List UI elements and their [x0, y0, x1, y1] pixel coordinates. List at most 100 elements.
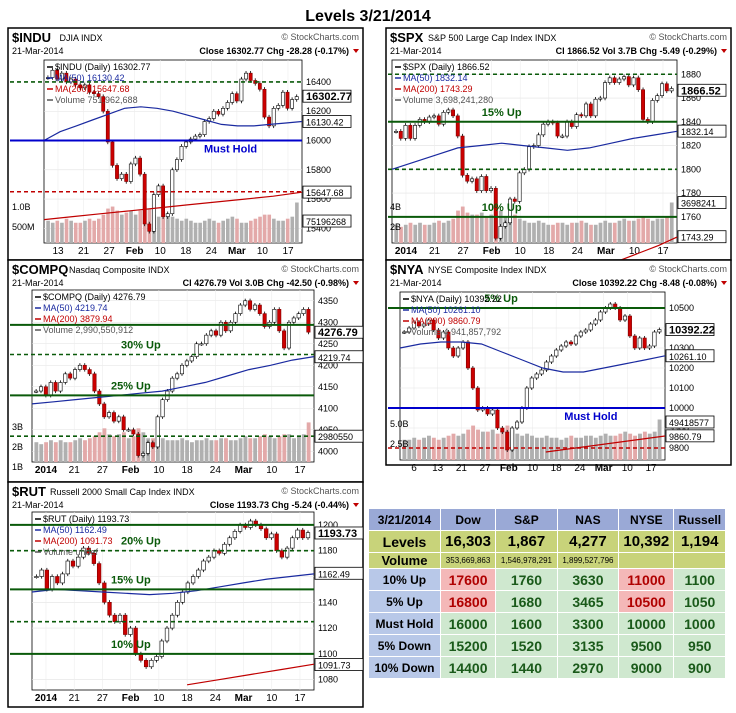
candle-body — [560, 135, 565, 138]
chart-ticker: $COMPQ — [12, 262, 68, 277]
level-cell: 1600 — [495, 612, 558, 635]
candle-body — [116, 416, 121, 422]
legend-entry: Volume undef — [43, 547, 99, 557]
legend-entry: MA(200) 15647.68 — [55, 84, 130, 94]
candle-body — [512, 198, 517, 202]
candle-body — [151, 194, 156, 232]
volume-bar — [50, 222, 55, 243]
value-tag-text: 9860.79 — [669, 432, 702, 442]
candle-body — [588, 323, 593, 331]
level-cell: 16800 — [439, 590, 497, 613]
candle-body — [65, 560, 70, 575]
volume-bar — [399, 226, 403, 243]
volume-bar — [296, 436, 301, 462]
candle-body — [622, 76, 626, 80]
x-tick-label: 24 — [206, 246, 218, 257]
volume-bar — [126, 438, 131, 462]
volume-bar — [431, 437, 436, 460]
col-nas: NAS — [556, 508, 620, 531]
volume-bar — [78, 438, 83, 462]
volume-bar — [608, 222, 612, 243]
volume-bar — [513, 214, 517, 243]
volume-bar — [432, 222, 437, 243]
candle-body — [175, 373, 180, 379]
level-label: 10% Up — [482, 202, 522, 214]
volume-bar — [253, 218, 258, 243]
volume-bar — [87, 218, 92, 243]
chart-name: DJIA INDX — [60, 33, 103, 43]
candle-body — [655, 95, 660, 101]
chart-date: 21-Mar-2014 — [390, 46, 442, 56]
candle-body — [484, 176, 489, 192]
volume-value: 1,546,978,291 — [495, 552, 558, 569]
candle-body — [544, 361, 549, 371]
candle-body — [306, 309, 311, 333]
level-label: 30% Up — [121, 340, 161, 352]
legend-entry: Volume 2,990,550,912 — [43, 325, 133, 335]
candle-body — [126, 429, 131, 432]
volume-bar — [456, 210, 460, 243]
candle-body — [536, 134, 541, 146]
level-cell: 3300 — [556, 612, 620, 635]
candle-body — [579, 114, 584, 117]
candle-body — [149, 660, 154, 668]
volume-value: 1,899,527,796 — [556, 552, 620, 569]
legend-entry: $NYA (Daily) 10392.22 — [411, 294, 502, 304]
y-tick-label: 16000 — [306, 136, 331, 146]
value-tag — [665, 323, 715, 336]
value-tag-text: 75196268 — [306, 217, 346, 227]
candle-body — [96, 563, 102, 584]
candle-body — [138, 157, 142, 175]
candle-body — [436, 329, 441, 339]
volume-bar — [83, 440, 87, 462]
x-tick-label: 10 — [257, 246, 269, 257]
volume-bar — [436, 439, 441, 460]
volume-tick-label: 1B — [12, 462, 23, 472]
candle-body — [142, 173, 147, 225]
volume-bar — [408, 222, 413, 243]
volume-bar — [58, 440, 63, 462]
level-cell: 900 — [673, 656, 726, 679]
volume-bar — [466, 429, 471, 460]
y-tick-label: 4000 — [318, 446, 338, 456]
candle-body — [660, 83, 664, 96]
candle-body — [555, 122, 560, 137]
volume-bar — [475, 214, 479, 243]
x-tick-label: 17 — [294, 693, 306, 704]
volume-bar — [92, 220, 96, 243]
candle-body — [239, 78, 244, 102]
levels-value: 1,194 — [673, 530, 726, 553]
col-nyse: NYSE — [618, 508, 675, 531]
volume-bar — [534, 437, 539, 460]
candle-body — [627, 315, 632, 337]
value-tag — [302, 89, 352, 103]
volume-bar — [133, 214, 138, 243]
candle-body — [465, 174, 470, 182]
volume-bar — [460, 206, 465, 243]
volume-bar — [180, 438, 185, 462]
volume-bar — [87, 438, 92, 462]
volume-bar — [593, 437, 598, 460]
candle-body — [211, 110, 216, 119]
volume-bar — [290, 216, 295, 243]
candle-body — [143, 660, 149, 668]
value-tag — [665, 415, 715, 429]
levels-table: 3/21/2014 Dow S&P NAS NYSE Russell Level… — [368, 508, 726, 679]
col-sp: S&P — [495, 508, 558, 531]
volume-bar — [603, 220, 608, 243]
value-tag — [665, 429, 715, 443]
candle-body — [193, 135, 198, 140]
candle-body — [441, 111, 446, 125]
level-cell: 1100 — [673, 568, 726, 591]
candle-body — [179, 364, 184, 375]
candle-body — [175, 159, 179, 171]
value-tag-text: 16130.42 — [306, 117, 344, 127]
y-tick-label: 10200 — [669, 363, 694, 373]
chart-name: Nasdaq Composite INDX — [69, 265, 170, 275]
volume-bar — [471, 425, 476, 460]
volume-bar — [106, 208, 110, 243]
candle-body — [588, 103, 593, 117]
candle-body — [286, 321, 291, 349]
x-tick-label: Feb — [126, 246, 144, 257]
candle-body — [534, 373, 539, 379]
